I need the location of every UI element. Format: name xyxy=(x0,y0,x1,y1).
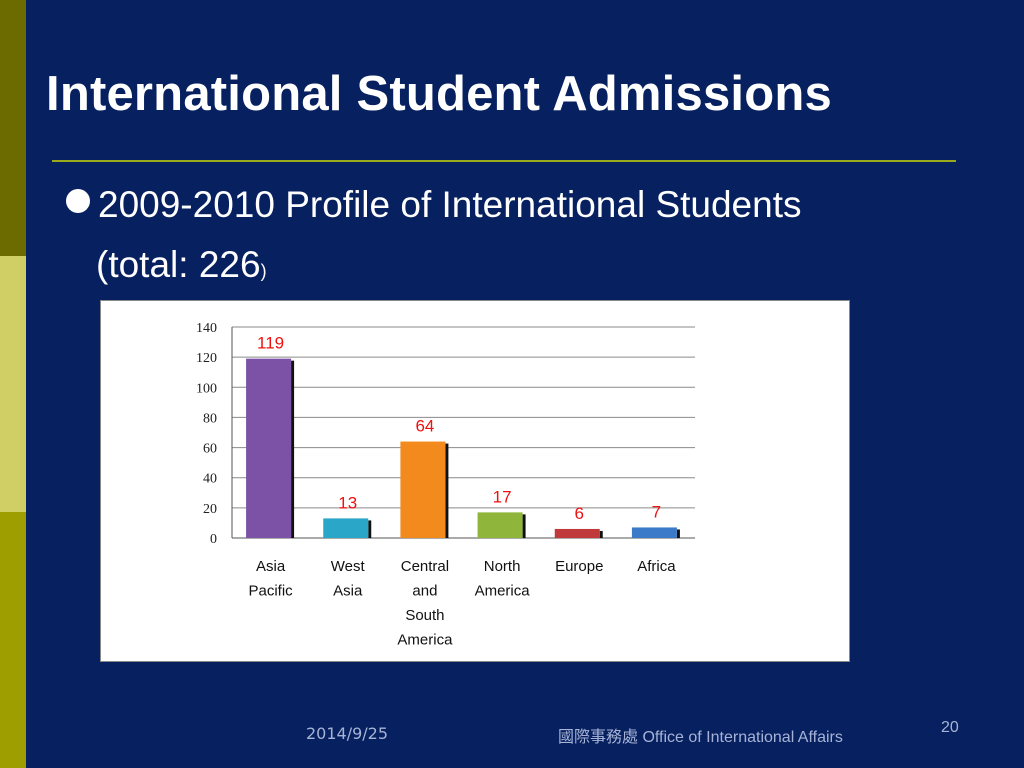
bar-shadow xyxy=(291,360,295,538)
y-tick-label: 140 xyxy=(196,321,217,336)
footer-organization: 國際事務處 Office of International Affairs xyxy=(558,729,843,746)
bullet-dot-icon xyxy=(66,189,90,213)
chart-panel: 0 20 40 60 80 100 120 140 119 Asia Pacific 13 West As… xyxy=(100,300,850,662)
decor-strip-top xyxy=(0,0,26,256)
bar-shadow xyxy=(445,443,449,538)
decor-strip-middle xyxy=(0,256,26,512)
total-close-paren: ) xyxy=(260,261,267,281)
x-tick-label: Asia xyxy=(256,558,286,575)
footer-date: 2014/9/25 xyxy=(306,724,389,743)
bar-1 xyxy=(323,518,369,538)
bar-5 xyxy=(631,527,677,538)
bar-shadow xyxy=(599,530,603,538)
x-tick-label: America xyxy=(397,632,453,649)
x-tick-label: and xyxy=(412,583,437,600)
page-number: 20 xyxy=(941,719,959,736)
x-tick-label: Pacific xyxy=(248,583,293,600)
bar-shadow xyxy=(676,529,680,538)
x-tick-label: Asia xyxy=(333,583,363,600)
slide-title: International Student Admissions xyxy=(46,67,832,121)
y-tick-label: 120 xyxy=(196,351,217,366)
data-label: 119 xyxy=(257,334,284,353)
x-tick-label: Central xyxy=(401,558,449,575)
data-label: 17 xyxy=(493,487,512,506)
x-tick-label: South xyxy=(405,607,444,624)
bar-3 xyxy=(477,512,523,538)
y-tick-label: 20 xyxy=(203,502,217,517)
y-tick-label: 0 xyxy=(210,532,217,547)
x-tick-label: Europe xyxy=(555,558,603,575)
bar-shadow xyxy=(368,520,372,538)
data-label: 64 xyxy=(415,417,434,436)
y-tick-label: 80 xyxy=(203,411,217,426)
data-label: 6 xyxy=(575,504,584,523)
x-tick-label: America xyxy=(475,583,531,600)
y-tick-label: 60 xyxy=(203,442,217,457)
data-label: 7 xyxy=(652,502,661,521)
bullet-text: 2009-2010 Profile of International Stude… xyxy=(98,184,802,225)
bullet-item: 2009-2010 Profile of International Stude… xyxy=(66,184,802,226)
bullet-subline: (total: 226) xyxy=(96,244,267,286)
bar-shadow xyxy=(522,514,526,538)
x-tick-label: North xyxy=(484,558,521,575)
bar-4 xyxy=(554,528,600,538)
y-tick-label: 40 xyxy=(203,472,217,487)
x-tick-label: West xyxy=(331,558,366,575)
bar-0 xyxy=(246,358,292,538)
y-tick-label: 100 xyxy=(196,381,217,396)
title-divider xyxy=(52,160,956,162)
x-tick-label: Africa xyxy=(637,558,676,575)
bar-chart: 0 20 40 60 80 100 120 140 119 Asia Pacific 13 West As… xyxy=(196,321,695,649)
decor-strip-bottom xyxy=(0,512,26,768)
data-label: 13 xyxy=(338,493,357,512)
bar-2 xyxy=(400,441,446,538)
total-text: (total: 226 xyxy=(96,244,261,285)
